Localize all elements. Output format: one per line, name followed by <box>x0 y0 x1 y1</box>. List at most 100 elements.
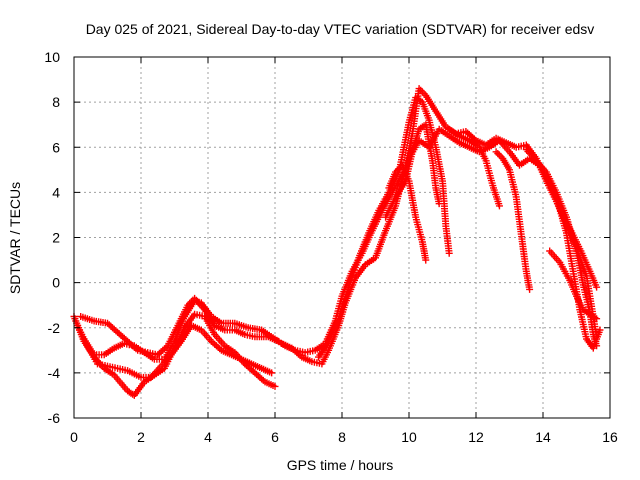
marker-run <box>552 188 569 219</box>
marker-run <box>238 355 253 367</box>
marker-run <box>104 319 120 335</box>
marker-run <box>187 322 203 333</box>
marker-run <box>465 143 481 155</box>
marker-run <box>258 364 274 376</box>
x-tick-label: 2 <box>137 429 145 445</box>
x-tick-label: 6 <box>271 429 279 445</box>
marker-run <box>248 360 264 371</box>
marker-run <box>375 191 392 214</box>
marker-run <box>382 195 398 221</box>
series-track-9 <box>445 125 503 210</box>
y-tick-label: 8 <box>52 94 60 110</box>
marker-run <box>251 369 267 384</box>
marker-run <box>435 125 451 139</box>
marker-run <box>211 322 227 333</box>
marker-run <box>586 267 600 289</box>
marker-run <box>385 170 399 192</box>
marker-run <box>445 125 461 139</box>
y-tick-label: -2 <box>48 320 61 336</box>
marker-run <box>398 161 412 183</box>
marker-run <box>418 98 432 122</box>
marker-run <box>519 243 530 273</box>
marker-run <box>542 168 559 194</box>
marker-run <box>315 339 331 361</box>
marker-run <box>140 349 156 362</box>
marker-run <box>211 331 227 348</box>
marker-run <box>462 128 478 143</box>
marker-run <box>167 339 184 359</box>
marker-run <box>435 200 443 208</box>
y-axis-label: SDTVAR / TECUs <box>7 182 23 294</box>
marker-run <box>445 249 453 257</box>
marker-run <box>573 247 587 286</box>
x-tick-label: 16 <box>602 429 618 445</box>
marker-run <box>278 340 294 351</box>
x-tick-label: 4 <box>204 429 212 445</box>
marker-run <box>335 286 352 323</box>
marker-run <box>495 202 503 210</box>
marker-run <box>130 342 146 355</box>
marker-run <box>506 166 520 198</box>
marker-run <box>130 380 147 399</box>
marker-run <box>207 313 223 326</box>
marker-run <box>563 229 577 273</box>
marker-run <box>445 132 461 145</box>
marker-run <box>181 312 197 332</box>
x-tick-label: 12 <box>468 429 484 445</box>
marker-run <box>177 324 194 345</box>
marker-run <box>288 344 304 360</box>
marker-run <box>422 91 438 113</box>
marker-run <box>77 313 96 324</box>
marker-run <box>593 283 601 291</box>
marker-run <box>197 326 214 343</box>
marker-run <box>512 193 527 248</box>
marker-run <box>231 326 247 338</box>
marker-run <box>502 139 518 150</box>
axis-ticks <box>73 56 611 419</box>
x-tick-label: 8 <box>338 429 346 445</box>
series-track-7 <box>382 121 443 221</box>
marker-run <box>442 222 453 255</box>
marker-run <box>472 137 488 148</box>
marker-run <box>432 107 449 129</box>
marker-run <box>499 155 512 172</box>
series-track-8 <box>385 161 430 264</box>
marker-run <box>181 299 197 320</box>
marker-run <box>221 342 237 355</box>
marker-run <box>147 364 163 381</box>
marker-run <box>593 342 601 350</box>
x-tick-label: 0 <box>70 429 78 445</box>
marker-run <box>100 364 116 378</box>
marker-run <box>261 378 277 389</box>
marker-run <box>425 116 439 149</box>
marker-run <box>408 128 422 156</box>
marker-run <box>405 177 419 219</box>
x-axis-label: GPS time / hours <box>287 457 394 473</box>
marker-run <box>325 317 342 345</box>
marker-run <box>124 387 137 398</box>
series-track-13 <box>522 146 601 350</box>
marker-run <box>579 281 593 313</box>
marker-run <box>455 132 471 144</box>
marker-run <box>114 328 130 344</box>
marker-run <box>522 146 539 163</box>
marker-run <box>258 326 277 342</box>
marker-run <box>415 85 428 98</box>
marker-run <box>455 139 471 150</box>
marker-run <box>365 209 382 237</box>
marker-run <box>576 306 590 341</box>
marker-run <box>516 156 532 169</box>
marker-run <box>191 297 203 306</box>
x-tick-label: 10 <box>401 429 417 445</box>
marker-run <box>201 313 217 336</box>
marker-run <box>298 353 314 365</box>
marker-run <box>217 346 233 358</box>
y-tick-label: -6 <box>48 410 61 426</box>
marker-run <box>412 213 426 243</box>
data-points <box>70 85 604 399</box>
marker-run <box>556 258 572 282</box>
chart-title: Day 025 of 2021, Sidereal Day-to-day VTE… <box>86 21 595 37</box>
marker-run <box>489 182 503 208</box>
marker-run <box>382 204 399 235</box>
